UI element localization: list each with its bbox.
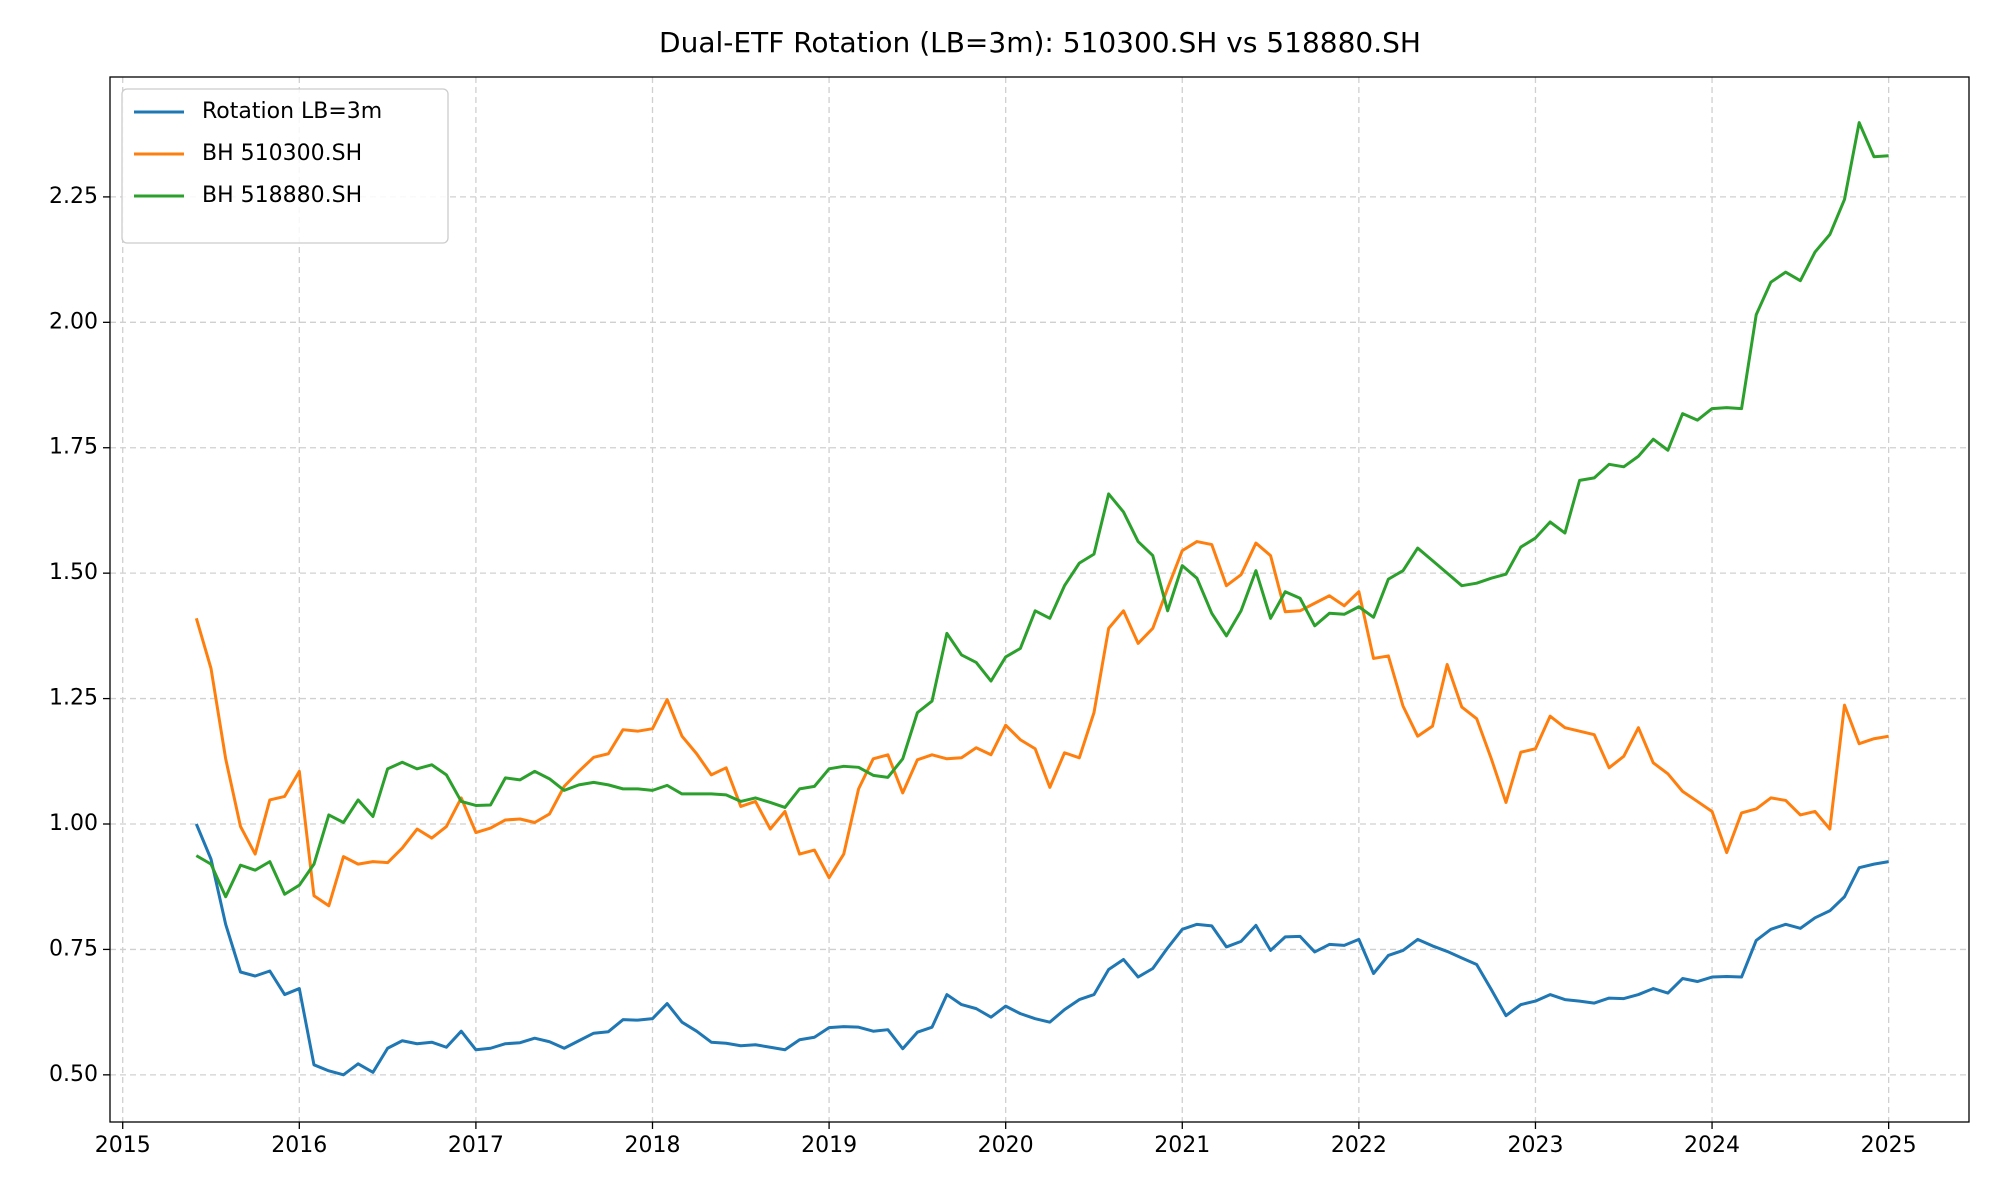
line-series (195, 121, 1889, 899)
line-series (194, 540, 1889, 908)
x-tick-label: 2017 (448, 1133, 504, 1158)
x-tick-label: 2016 (271, 1133, 327, 1158)
y-tick-label: 0.75 (49, 936, 98, 961)
x-tick-label: 2018 (624, 1133, 680, 1158)
x-tick-label: 2019 (801, 1133, 857, 1158)
legend-label: BH 510300.SH (202, 141, 362, 166)
y-tick-label: 1.00 (49, 811, 98, 836)
legend-box (121, 88, 449, 244)
y-tick-label: 1.75 (49, 435, 98, 460)
legend-label: Rotation LB=3m (202, 99, 382, 124)
y-tick-label: 2.25 (49, 184, 98, 209)
x-tick-label: 2021 (1154, 1133, 1210, 1158)
legend-label: BH 518880.SH (202, 183, 362, 208)
y-tick-label: 1.25 (49, 686, 98, 711)
x-tick-label: 2015 (95, 1133, 151, 1158)
chart-title: Dual-ETF Rotation (LB=3m): 510300.SH vs … (659, 26, 1421, 59)
x-tick-label: 2024 (1684, 1133, 1740, 1158)
y-tick-label: 0.50 (49, 1062, 98, 1087)
y-tick-label: 1.50 (49, 560, 98, 585)
x-tick-label: 2025 (1861, 1133, 1917, 1158)
x-tick-label: 2022 (1331, 1133, 1387, 1158)
y-tick-label: 2.00 (49, 309, 98, 334)
line-series (194, 823, 1889, 1077)
x-tick-label: 2023 (1507, 1133, 1563, 1158)
x-tick-label: 2020 (978, 1133, 1034, 1158)
axes-frame (109, 76, 1970, 1123)
